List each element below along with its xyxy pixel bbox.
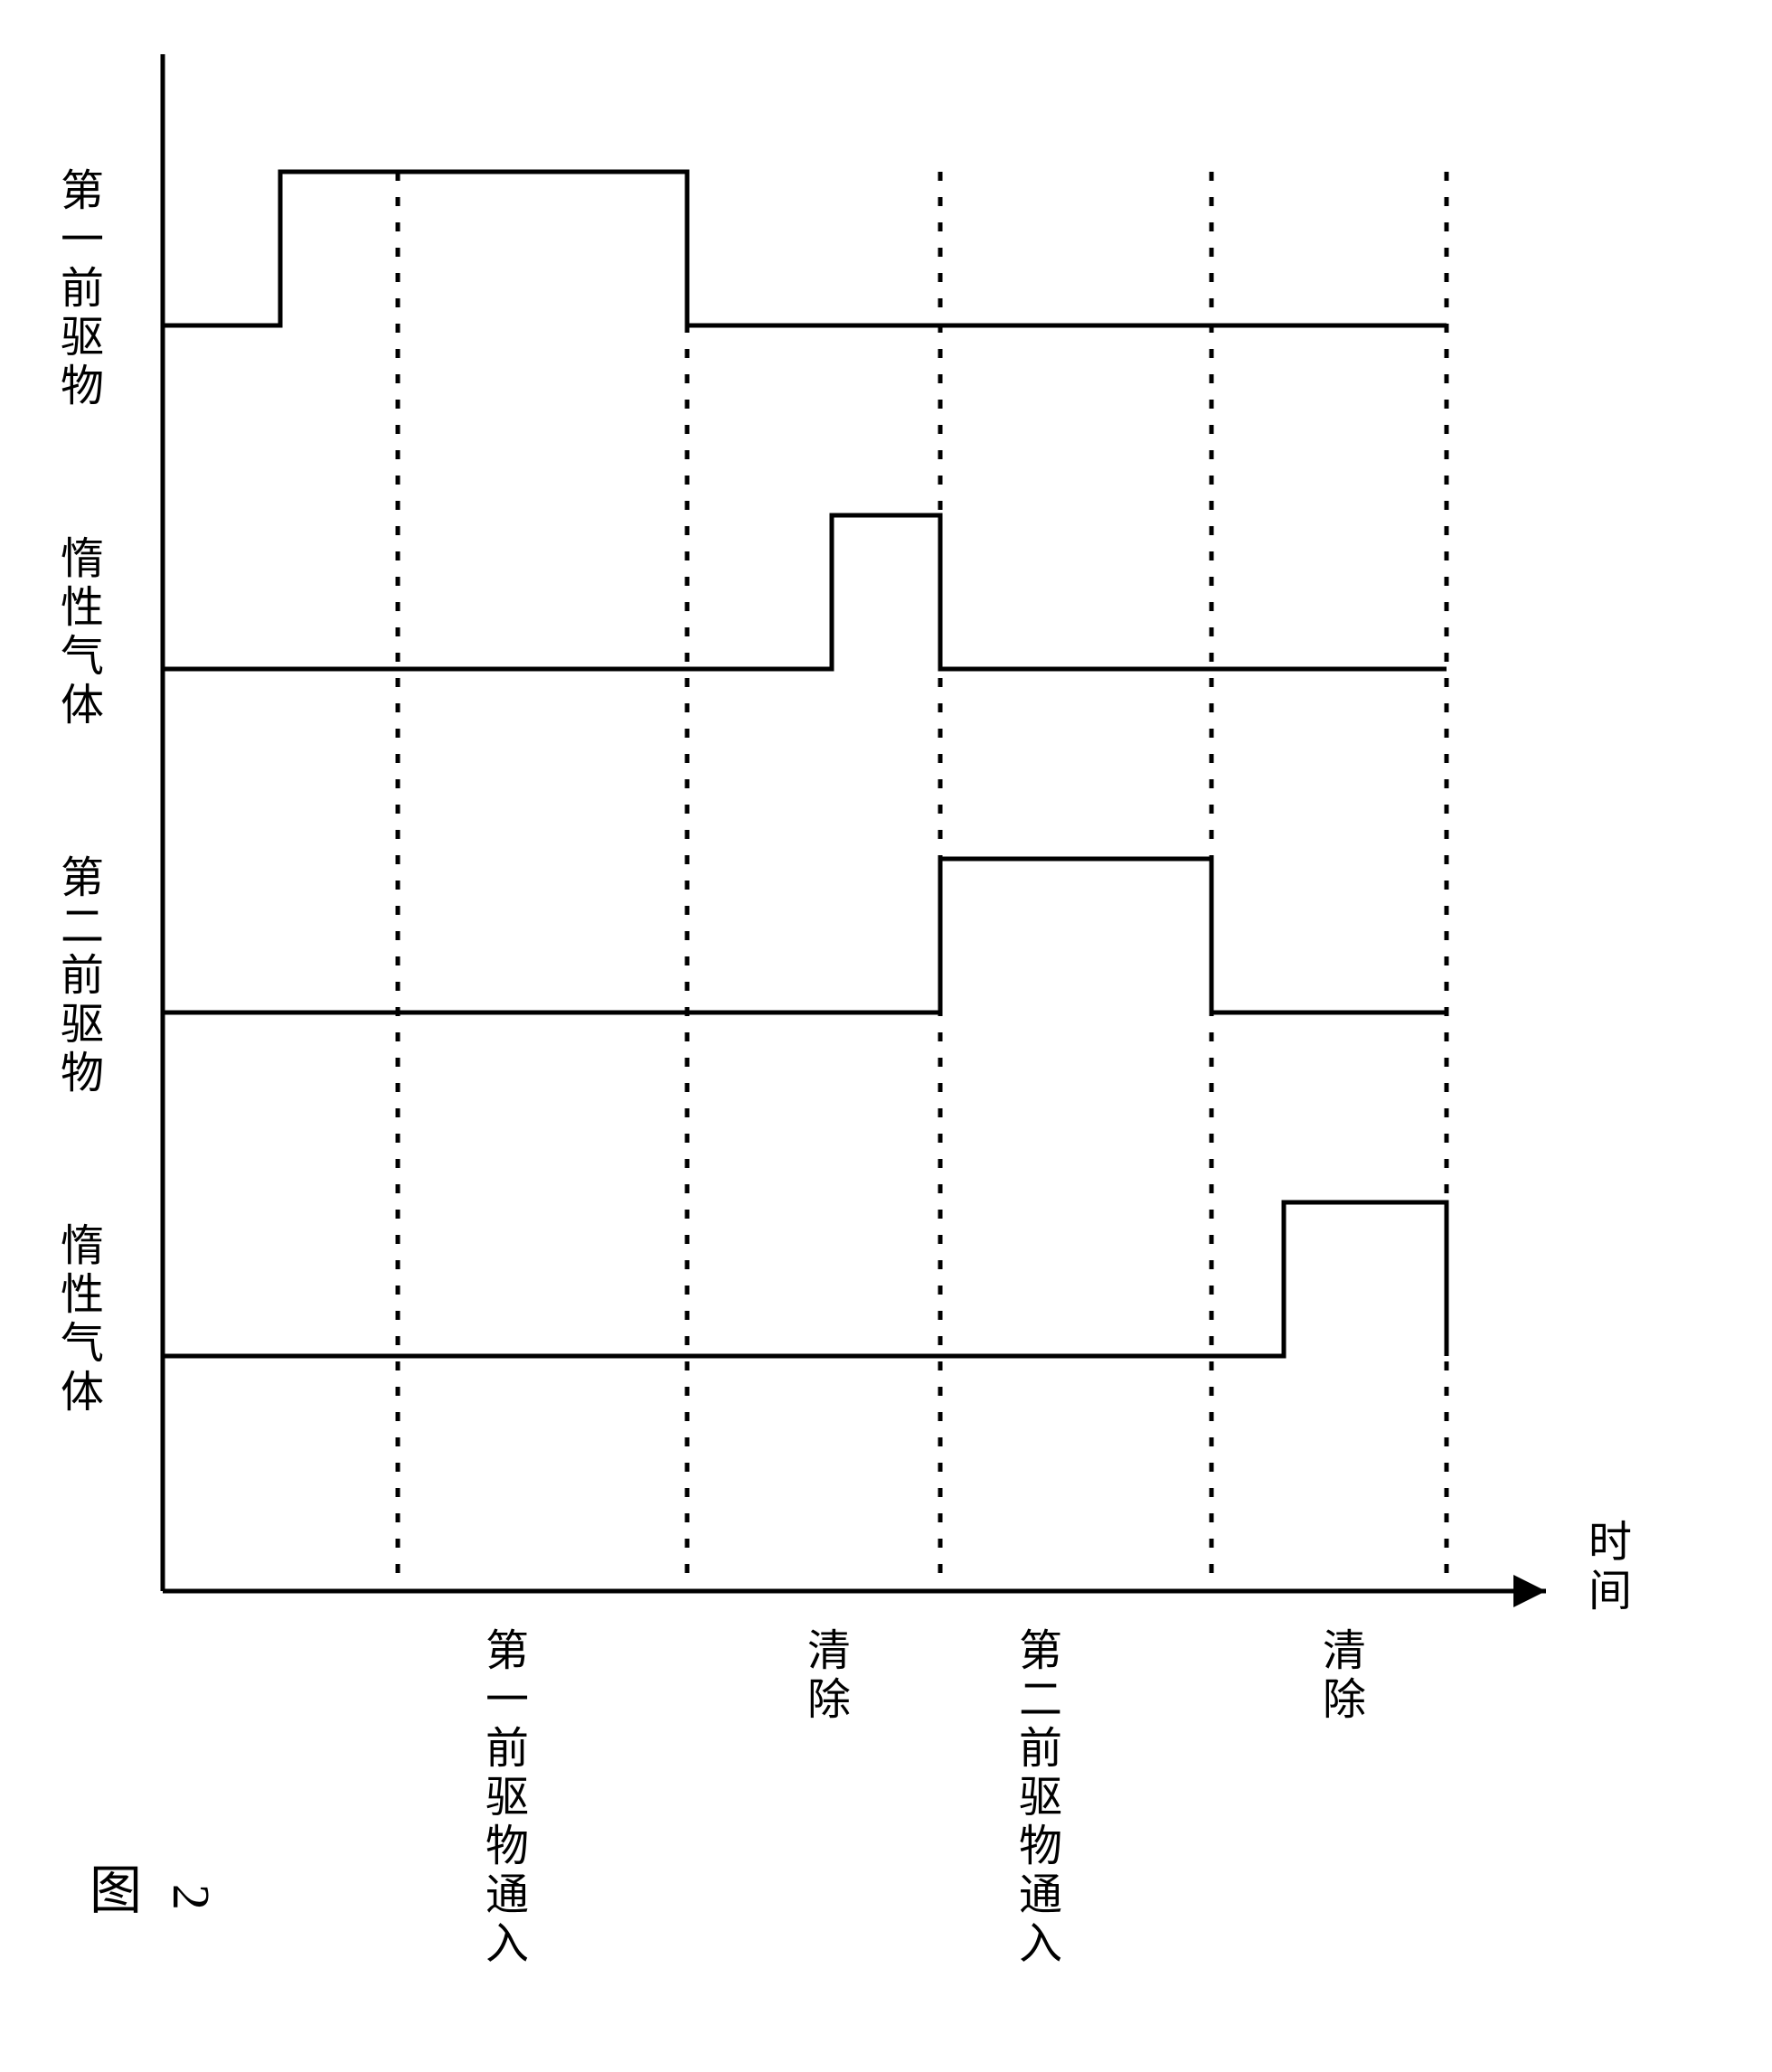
phase-label-2: 第二前驱物通入 (1000, 1627, 1067, 1969)
x-axis-label: 时间 (1573, 1519, 1636, 1616)
row-label-1: 惰性气体 (45, 535, 108, 730)
phase-label-3: 清除 (1304, 1627, 1371, 1725)
row-label-3: 惰性气体 (45, 1222, 108, 1417)
figure-label-number: 2 (161, 1884, 222, 1910)
figure-page: 第一前驱物 惰性气体 第二前驱物 惰性气体 第一前驱物通入 清除 第二前驱物通入… (0, 0, 1772, 2072)
phase-label-1: 清除 (788, 1627, 855, 1725)
figure-label-prefix: 图 (72, 1862, 148, 1915)
row-label-0: 第一前驱物 (45, 167, 108, 411)
row-label-2: 第二前驱物 (45, 854, 108, 1098)
phase-label-0: 第一前驱物通入 (467, 1627, 533, 1969)
figure-label: 图 2 (72, 1862, 204, 1927)
timing-diagram (0, 0, 1772, 2072)
